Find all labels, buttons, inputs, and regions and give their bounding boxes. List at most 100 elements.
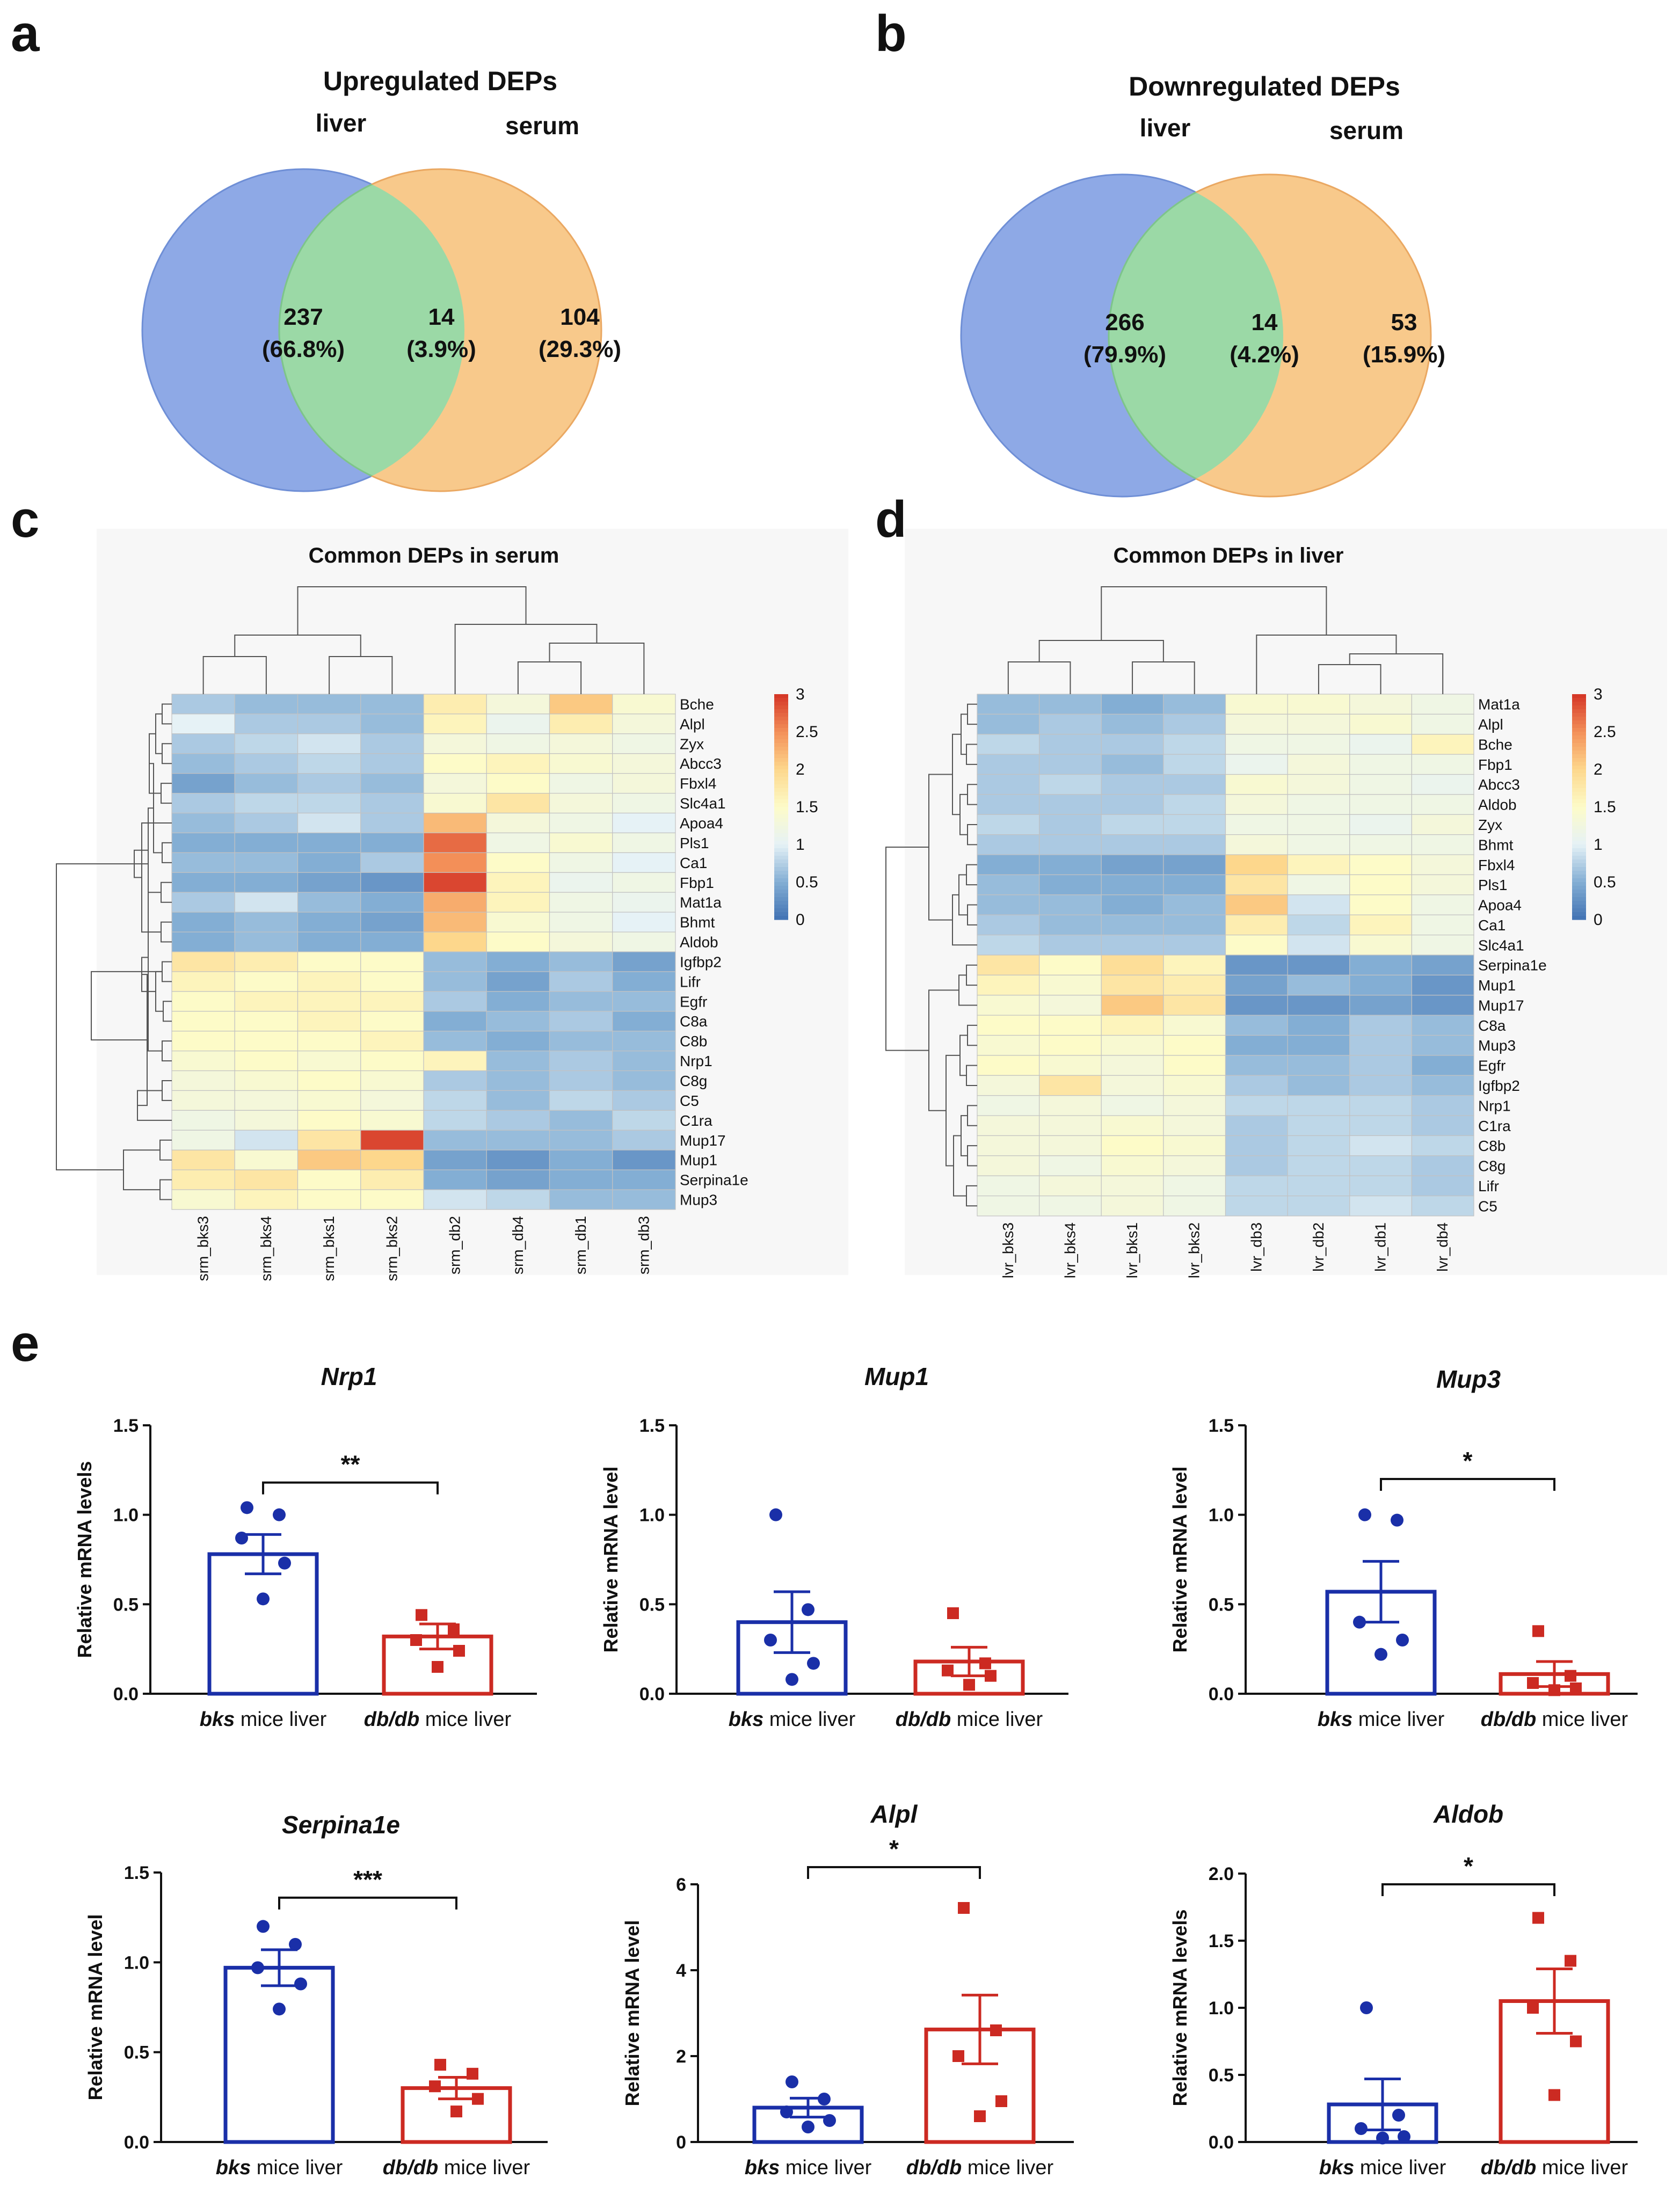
x-label-strain: db/db (364, 1708, 419, 1731)
x-label-strain: db/db (1481, 1708, 1536, 1731)
y-tick-label: 0 (676, 2132, 686, 2153)
colorbar-segment (1572, 777, 1586, 781)
heatmap-cell (1411, 995, 1474, 1016)
colorbar-segment (1572, 796, 1586, 800)
venn-diagram-downregulated: Downregulated DEPs liver serum 266 (79.9%) 14… (960, 71, 1445, 498)
heatmap-cell (1349, 754, 1412, 775)
colorbar-segment (1572, 890, 1586, 894)
heatmap-cell (360, 971, 424, 992)
heatmap-cell (1039, 834, 1102, 855)
heatmap-cell (1411, 774, 1474, 795)
heatmap-cell (1039, 794, 1102, 815)
heatmap-cell (1349, 814, 1412, 835)
bar-chart-mup3: Mup3 0.0 0.5 1.0 1.5 Relative mRNA level bks m… (1169, 1365, 1638, 1731)
heatmap-cell (1287, 834, 1350, 855)
data-point (257, 1920, 270, 1933)
heatmap-cell (234, 753, 299, 774)
heatmap-cell (360, 872, 424, 893)
heatmap-cell (423, 713, 487, 734)
heatmap-cell (297, 1011, 361, 1032)
heatmap-cell (423, 971, 487, 992)
heatmap-row-label: Igfbp2 (680, 953, 722, 970)
heatmap-cell (1039, 894, 1102, 915)
heatmap-cell (612, 872, 676, 893)
heatmap-cell (486, 912, 550, 932)
significance-bracket (262, 1481, 439, 1495)
heatmap-cell (1101, 1055, 1164, 1076)
colorbar-segment (1572, 818, 1586, 822)
bar-chart-title: Mup3 (1436, 1365, 1501, 1393)
heatmap-cell (977, 955, 1040, 975)
heatmap-cell (171, 991, 235, 1012)
colorbar-segment (774, 826, 788, 830)
heatmap-cell (1039, 1196, 1102, 1216)
heatmap-cell (1349, 974, 1412, 996)
heatmap-cell (1287, 974, 1350, 996)
heatmap-cell (360, 1130, 424, 1150)
data-point (802, 1603, 814, 1616)
heatmap-cell (549, 753, 613, 774)
heatmap-cell (360, 793, 424, 814)
heatmap-cell (1039, 754, 1102, 775)
heatmap-cell (1225, 894, 1288, 915)
data-point (235, 1532, 248, 1544)
heatmap-row-label: Alpl (1478, 716, 1503, 733)
colorbar-tick-label: 3 (1594, 686, 1603, 703)
colorbar-segment (774, 856, 788, 860)
data-point (1360, 2001, 1373, 2014)
heatmap-cell (171, 753, 235, 774)
heatmap-cell (1039, 874, 1102, 895)
heatmap-serum: Common DEPs in serum Bche Alpl Zyx Abcc3 Fbxl… (56, 529, 848, 1281)
heatmap-cell (612, 1130, 676, 1150)
heatmap-column-label: srm_bks1 (321, 1216, 337, 1281)
colorbar-segment (1572, 905, 1586, 909)
heatmap-cell (1163, 1034, 1226, 1056)
heatmap-cell (360, 852, 424, 873)
heatmap-cell (1039, 1095, 1102, 1116)
colorbar-tick-label: 1.5 (796, 798, 818, 816)
heatmap-cell (171, 951, 235, 972)
heatmap-cell (1163, 694, 1226, 715)
heatmap-row-label: C5 (680, 1092, 699, 1109)
heatmap-cell (1287, 794, 1350, 815)
heatmap-row-label: Ca1 (680, 855, 707, 871)
significance-marker: * (1463, 1447, 1473, 1475)
heatmap-cell (1411, 754, 1474, 775)
heatmap-cell (977, 1196, 1040, 1216)
heatmap-cell (486, 832, 550, 853)
colorbar-segment (774, 908, 788, 913)
heatmap-column-label: lvr_db2 (1310, 1222, 1327, 1272)
heatmap-cell (360, 1110, 424, 1131)
heatmap-cell (360, 812, 424, 834)
heatmap-cell (234, 773, 299, 794)
colorbar-segment (774, 837, 788, 841)
heatmap-cell (977, 935, 1040, 956)
data-point (450, 2105, 462, 2118)
heatmap-row-label: Serpina1e (1478, 957, 1547, 974)
heatmap-cell (1039, 1175, 1102, 1197)
bar-chart-serpina1e: Serpina1e 0.0 0.5 1.0 1.5 Relative mRNA level… (84, 1811, 548, 2179)
colorbar-segment (1572, 829, 1586, 834)
heatmap-cell (1101, 1175, 1164, 1197)
heatmap-cell (612, 1070, 676, 1091)
colorbar-tick-label: 2 (1594, 761, 1603, 778)
data-point (963, 1679, 975, 1691)
heatmap-row-label: C8a (1478, 1017, 1506, 1034)
heatmap-cell (297, 694, 361, 715)
data-point (448, 1623, 460, 1635)
heatmap-cell (977, 814, 1040, 835)
heatmap-cell (977, 754, 1040, 775)
heatmap-cell (1163, 995, 1226, 1016)
data-point (432, 1661, 443, 1673)
x-axis-label: bks mice liver (1318, 1708, 1445, 1731)
heatmap-cell (1349, 794, 1412, 815)
heatmap-cell (297, 892, 361, 913)
heatmap-row-label: Fbxl4 (1478, 857, 1515, 873)
heatmap-cell (612, 1169, 676, 1190)
heatmap-cell (1225, 734, 1288, 755)
heatmap-row-label: Pls1 (1478, 877, 1507, 893)
venn-region-percent: (3.9%) (406, 336, 476, 362)
heatmap-cell (171, 812, 235, 834)
heatmap-cell (297, 852, 361, 873)
heatmap-cell (1039, 774, 1102, 795)
